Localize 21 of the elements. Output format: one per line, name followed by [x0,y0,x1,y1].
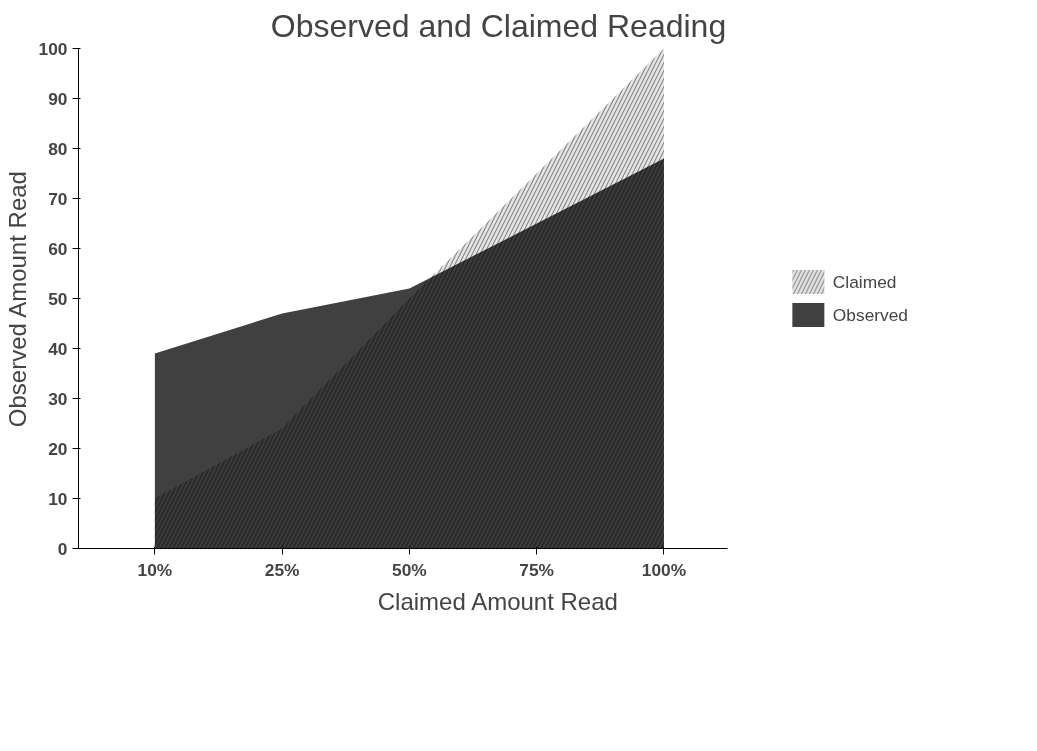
x-tick-label: 25% [264,559,300,580]
y-tick-label: 0 [57,538,68,559]
y-tick-label: 50 [48,288,68,309]
y-tick-label: 40 [48,338,68,359]
y-tick-label: 20 [48,438,68,459]
y-tick-label: 80 [48,138,68,159]
legend-label: Observed [832,304,908,325]
y-tick-label: 60 [48,238,68,259]
x-tick-label: 10% [137,559,173,580]
chart-title: Observed and Claimed Reading [270,7,727,44]
x-tick-label: 50% [392,559,427,580]
x-tick-label: 100% [641,559,687,580]
y-tick-label: 10 [48,488,68,509]
y-tick-label: 30 [48,388,68,409]
x-tick-label: 75% [519,559,555,580]
y-tick-label: 100 [38,38,68,59]
legend-label: Claimed [832,271,897,292]
y-axis-title: Observed Amount Read [3,171,31,428]
y-tick-label: 90 [48,88,68,109]
y-tick-label: 70 [48,188,68,209]
x-axis-title: Claimed Amount Read [377,587,618,615]
